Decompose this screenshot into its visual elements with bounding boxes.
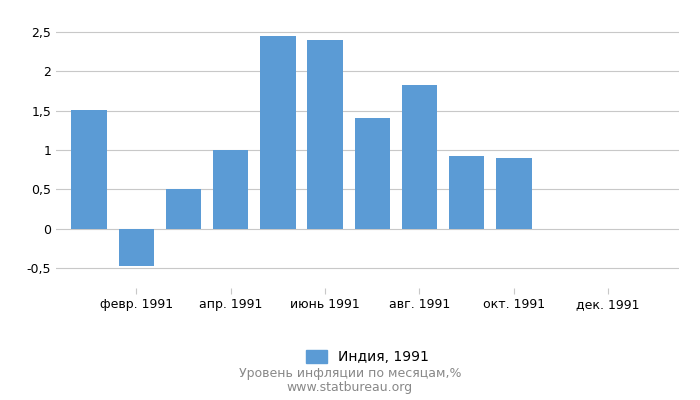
Text: Уровень инфляции по месяцам,%: Уровень инфляции по месяцам,% <box>239 368 461 380</box>
Bar <box>118 229 154 266</box>
Bar <box>402 84 437 229</box>
Bar <box>496 158 531 229</box>
Bar <box>449 156 484 229</box>
Bar <box>260 36 295 229</box>
Text: www.statbureau.org: www.statbureau.org <box>287 382 413 394</box>
Bar <box>307 40 343 229</box>
Bar <box>213 150 248 229</box>
Bar <box>71 110 106 229</box>
Bar <box>354 118 390 229</box>
Legend: Индия, 1991: Индия, 1991 <box>300 345 435 370</box>
Bar <box>166 190 201 229</box>
